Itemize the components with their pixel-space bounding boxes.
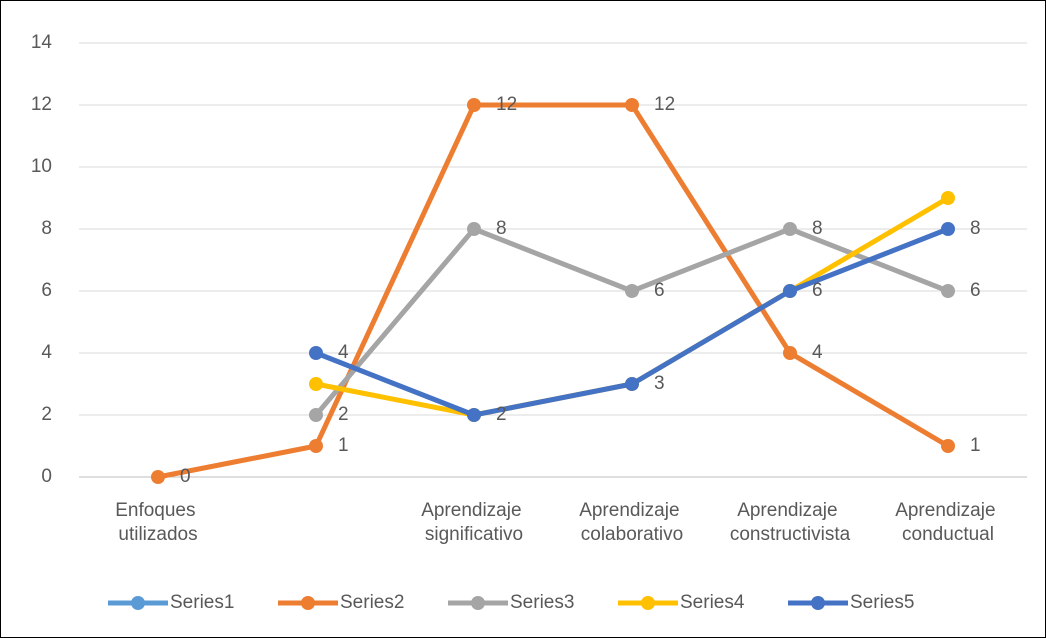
- y-tick-label: 12: [31, 94, 52, 115]
- point: [941, 222, 955, 236]
- data-label: 6: [812, 280, 823, 301]
- point: [941, 439, 955, 453]
- data-label: 3: [654, 373, 665, 394]
- data-label: 8: [496, 218, 507, 239]
- data-label: 0: [180, 466, 191, 487]
- data-label: 1: [970, 435, 981, 456]
- legend-label: Series2: [340, 592, 404, 613]
- legend-label: Series5: [850, 592, 914, 613]
- series-line: [157, 102, 950, 480]
- point: [467, 98, 481, 112]
- point: [467, 222, 481, 236]
- point: [941, 191, 955, 205]
- data-label: 2: [338, 404, 349, 425]
- x-tick-label: Aprendizaje constructivista: [730, 500, 851, 545]
- legend-label: Series4: [680, 592, 745, 613]
- data-label: 6: [654, 280, 665, 301]
- y-tick-label: 4: [41, 342, 52, 363]
- point: [309, 408, 323, 422]
- legend-marker: [811, 596, 825, 610]
- legend-marker: [471, 596, 485, 610]
- legend-marker: [641, 596, 655, 610]
- data-label: 12: [654, 94, 675, 115]
- point: [309, 346, 323, 360]
- data-label: 4: [812, 342, 823, 363]
- data-label: 6: [970, 280, 981, 301]
- x-tick-label: Aprendizaje significativo: [421, 500, 527, 545]
- y-tick-label: 0: [41, 466, 52, 487]
- point: [783, 222, 797, 236]
- data-label: 8: [970, 218, 981, 239]
- point: [625, 377, 639, 391]
- x-tick-label: Aprendizaje colaborativo: [579, 500, 685, 545]
- point: [783, 346, 797, 360]
- y-tick-label: 14: [31, 32, 53, 53]
- y-tick-label: 8: [41, 218, 52, 239]
- point: [783, 284, 797, 298]
- point: [309, 377, 323, 391]
- data-label: 8: [812, 218, 823, 239]
- point: [309, 439, 323, 453]
- legend-marker: [301, 596, 315, 610]
- point: [941, 284, 955, 298]
- data-label: 1: [338, 435, 349, 456]
- data-label: 12: [496, 94, 517, 115]
- point: [467, 408, 481, 422]
- point: [151, 470, 165, 484]
- point: [625, 284, 639, 298]
- y-tick-label: 2: [41, 404, 52, 425]
- y-tick-label: 10: [31, 156, 52, 177]
- point: [625, 98, 639, 112]
- data-label: 2: [496, 404, 507, 425]
- legend-label: Series1: [170, 592, 234, 613]
- y-tick-label: 6: [41, 280, 52, 301]
- legend-marker: [131, 596, 145, 610]
- x-tick-label: Aprendizaje conductual: [895, 500, 1001, 545]
- data-label: 4: [338, 342, 349, 363]
- legend-label: Series3: [510, 592, 574, 613]
- x-tick-label: Enfoques utilizados: [115, 500, 201, 545]
